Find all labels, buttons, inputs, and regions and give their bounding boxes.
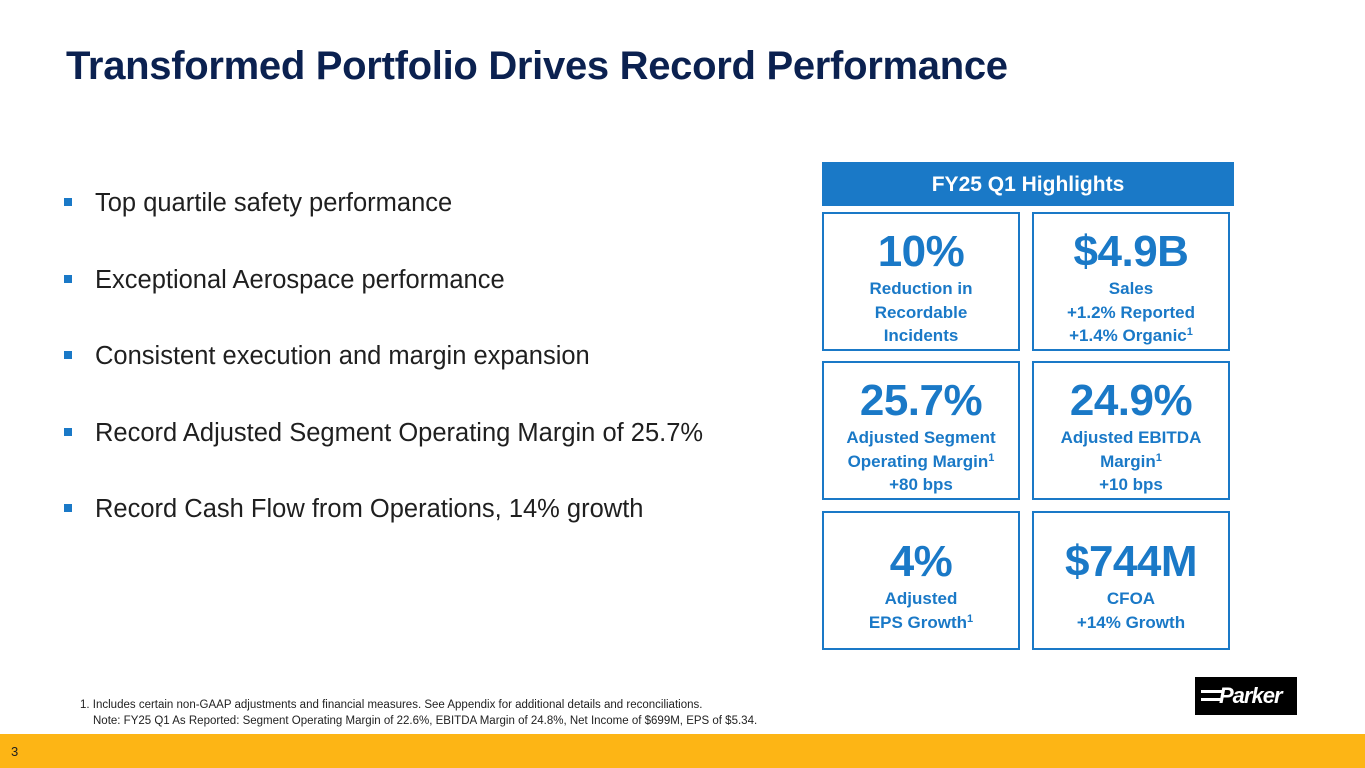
highlight-tile-eps: 4% Adjusted EPS Growth1 <box>822 511 1020 650</box>
bullet-list: Top quartile safety performance Exceptio… <box>62 184 703 567</box>
tile-caption-text: +1.4% Organic <box>1069 326 1187 345</box>
tile-caption: Reduction in Recordable Incidents <box>824 277 1018 348</box>
tile-caption-line: +10 bps <box>1099 475 1163 494</box>
bullet-square-icon <box>64 351 72 359</box>
bullet-text: Record Adjusted Segment Operating Margin… <box>95 418 704 447</box>
tile-caption-line: +14% Growth <box>1076 612 1186 632</box>
tile-caption-line: EPS Growth1 <box>824 611 1018 635</box>
tile-caption-line: Recordable <box>874 302 968 322</box>
tile-value: 4% <box>889 537 953 586</box>
bullet-text: Record Cash Flow from Operations, 14% gr… <box>95 495 644 523</box>
tile-caption-line: Margin1 <box>1034 450 1228 474</box>
highlight-tile-sales: $4.9B Sales +1.2% Reported +1.4% Organic… <box>1032 212 1230 351</box>
highlight-tile-segment-margin: 25.7% Adjusted Segment Operating Margin1… <box>822 361 1020 500</box>
highlight-tile-safety: 10% Reduction in Recordable Incidents <box>822 212 1020 351</box>
tile-caption-text: Operating Margin <box>847 451 989 471</box>
bullet-item: Top quartile safety performance <box>62 184 703 222</box>
tile-caption-line: Sales <box>1108 279 1154 298</box>
footnote-marker: 1 <box>967 612 974 625</box>
bullet-square-icon <box>64 274 72 283</box>
tile-caption-line: Adjusted Segment <box>846 428 996 447</box>
tile-caption-line: +1.2% Reported <box>1066 302 1195 322</box>
tile-value: 10% <box>877 227 965 276</box>
highlight-tile-cfoa: $744M CFOA +14% Growth <box>1032 511 1230 650</box>
bullet-square-icon <box>64 198 72 206</box>
logo-stripe-icon <box>1201 698 1223 701</box>
footnote-marker: 1 <box>988 451 995 464</box>
tile-caption: Sales +1.2% Reported +1.4% Organic1 <box>1034 277 1228 348</box>
bullet-item: Consistent execution and margin expansio… <box>62 337 703 375</box>
logo-stripe-icon <box>1201 690 1223 693</box>
tile-value: $744M <box>1064 537 1198 586</box>
page-number: 3 <box>11 744 19 759</box>
logo-wordmark: Parker <box>1219 683 1283 708</box>
bullet-text: Top quartile safety performance <box>95 189 453 217</box>
tile-caption-text: EPS Growth <box>868 612 968 632</box>
bullet-text: Exceptional Aerospace performance <box>95 265 505 294</box>
bullet-text: Consistent execution and margin expansio… <box>95 342 590 370</box>
parker-logo: Parker <box>1195 677 1297 715</box>
tile-caption-line: +80 bps <box>889 475 953 494</box>
footnote-1: 1. Includes certain non-GAAP adjustments… <box>80 699 703 711</box>
tile-caption-line: Operating Margin1 <box>824 450 1018 474</box>
tile-caption: Adjusted EBITDA Margin1 +10 bps <box>1034 426 1228 497</box>
bullet-item: Exceptional Aerospace performance <box>62 261 703 299</box>
tile-value: 24.9% <box>1069 376 1193 425</box>
footnotes: 1. Includes certain non-GAAP adjustments… <box>80 697 757 729</box>
highlights-header: FY25 Q1 Highlights <box>822 162 1234 206</box>
bullet-item: Record Adjusted Segment Operating Margin… <box>62 414 703 452</box>
tile-caption: CFOA +14% Growth <box>1034 587 1228 634</box>
footnote-marker: 1 <box>1155 451 1162 464</box>
footnote-note: Note: FY25 Q1 As Reported: Segment Opera… <box>93 715 758 727</box>
tile-value: 25.7% <box>859 376 983 425</box>
footer-bar: 3 <box>0 734 1365 768</box>
footnote-marker: 1 <box>1186 326 1193 338</box>
tile-caption-line: Reduction in <box>869 279 973 298</box>
bullet-square-icon <box>64 427 72 436</box>
tile-caption-line: CFOA <box>1106 589 1156 608</box>
tile-caption-line: Adjusted EBITDA <box>1060 428 1202 447</box>
tile-value: $4.9B <box>1073 227 1189 276</box>
tile-caption-line: +1.4% Organic1 <box>1034 324 1228 348</box>
highlight-tile-ebitda-margin: 24.9% Adjusted EBITDA Margin1 +10 bps <box>1032 361 1230 500</box>
bullet-square-icon <box>64 504 72 512</box>
tile-caption-line: Adjusted <box>884 589 958 608</box>
tile-caption: Adjusted Segment Operating Margin1 +80 b… <box>824 426 1018 497</box>
tile-caption-text: Margin <box>1100 451 1156 471</box>
bullet-item: Record Cash Flow from Operations, 14% gr… <box>62 490 703 528</box>
slide-title: Transformed Portfolio Drives Record Perf… <box>66 44 1008 88</box>
tile-caption-line: Incidents <box>883 326 959 345</box>
tile-caption: Adjusted EPS Growth1 <box>824 587 1018 634</box>
